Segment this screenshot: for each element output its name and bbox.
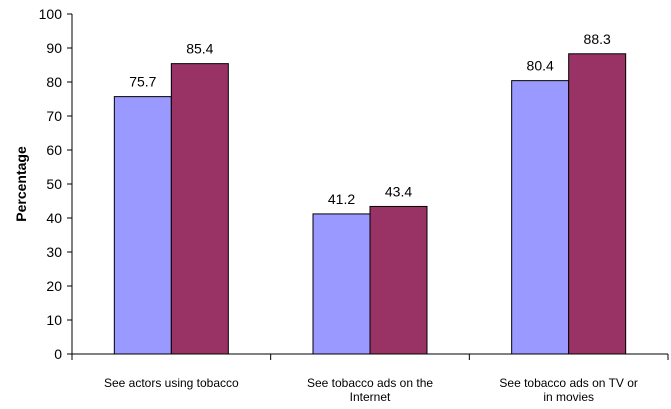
bars-layer (113, 53, 627, 355)
data-label: 75.7 (129, 74, 156, 90)
y-tick-label: 50 (46, 176, 62, 192)
y-tick-label: 100 (39, 6, 63, 22)
y-tick-label: 80 (46, 74, 62, 90)
y-axis-title: Percentage (13, 146, 29, 222)
y-tick-label: 20 (46, 278, 62, 294)
data-label: 85.4 (186, 41, 213, 57)
data-label: 43.4 (385, 183, 412, 199)
labels-layer: 75.7 85.4 See actors using tobacco 41.2 43.4… (104, 31, 638, 404)
bar (568, 53, 627, 355)
y-tick-label: 10 (46, 312, 62, 328)
x-category-label: in movies (543, 390, 594, 404)
x-category-label: See actors using tobacco (104, 376, 239, 390)
data-label: 88.3 (584, 31, 611, 47)
x-category-label: Internet (350, 390, 391, 404)
bar (369, 205, 428, 355)
data-label: 41.2 (328, 191, 355, 207)
bar (113, 96, 172, 355)
bar (312, 213, 371, 355)
bar (170, 63, 229, 355)
data-label: 80.4 (527, 58, 554, 74)
y-tick-label: 30 (46, 244, 62, 260)
x-category-label: See tobacco ads on TV or (499, 376, 638, 390)
bar (511, 80, 570, 355)
y-tick-label: 70 (46, 108, 62, 124)
y-tick-label: 40 (46, 210, 62, 226)
axes-layer: 0 10 20 30 40 50 60 70 80 90 100 (39, 6, 669, 362)
x-category-label: See tobacco ads on the (307, 376, 433, 390)
y-tick-label: 0 (54, 346, 62, 362)
y-tick-label: 60 (46, 142, 62, 158)
y-tick-label: 90 (46, 40, 62, 56)
